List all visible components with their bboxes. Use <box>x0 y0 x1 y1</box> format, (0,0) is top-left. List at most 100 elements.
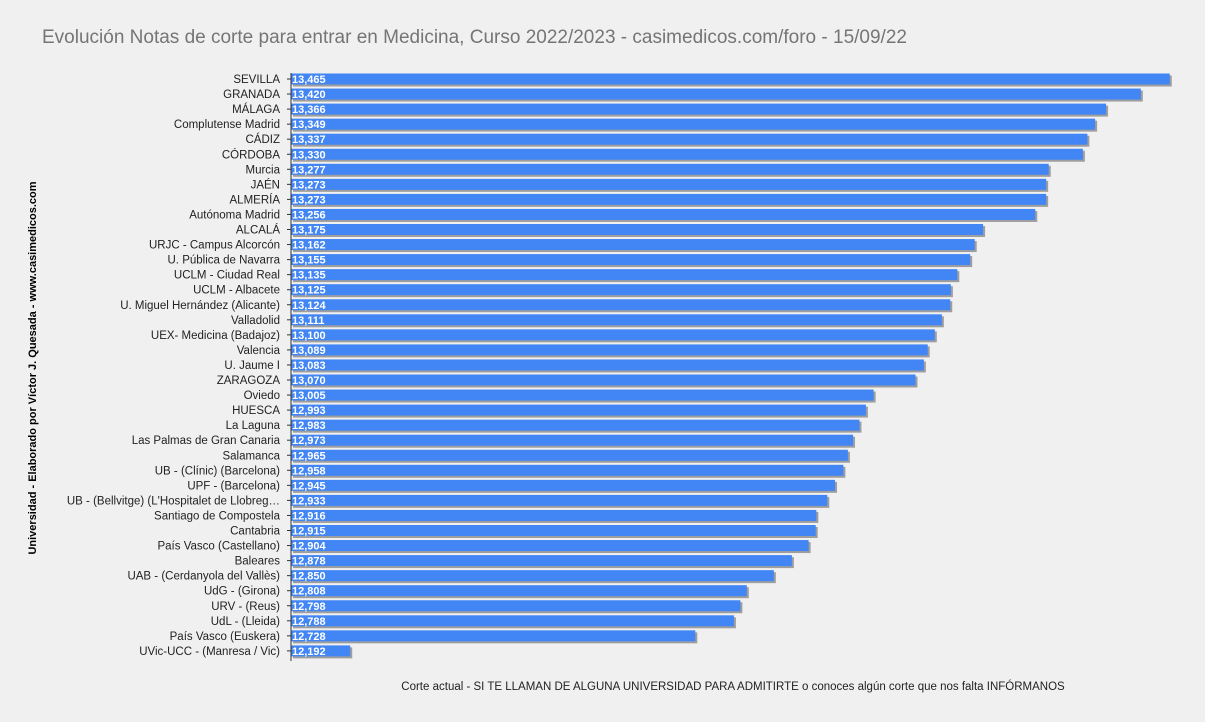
bar[interactable] <box>291 148 1083 160</box>
y-axis-title: Universidad - Elaborado por Víctor J. Qu… <box>27 181 39 554</box>
bar[interactable] <box>291 118 1096 130</box>
category-label: ALCALÁ <box>236 224 280 237</box>
bar[interactable] <box>291 555 792 567</box>
category-label: UEX- Medicina (Badajoz) <box>151 330 280 342</box>
bar[interactable] <box>291 419 860 431</box>
bar[interactable] <box>291 404 866 416</box>
category-label: U. Jaume I <box>224 360 280 372</box>
value-label: 13,256 <box>292 209 326 221</box>
value-label: 13,273 <box>292 194 326 206</box>
category-label: SEVILLA <box>233 74 280 86</box>
bar[interactable] <box>291 479 836 491</box>
bar[interactable] <box>291 630 696 642</box>
value-label: 12,878 <box>292 556 326 568</box>
bar[interactable] <box>291 254 971 266</box>
bar[interactable] <box>291 314 942 326</box>
bar[interactable] <box>291 600 741 612</box>
bar[interactable] <box>291 239 975 251</box>
bar[interactable] <box>291 615 734 627</box>
bar[interactable] <box>291 193 1047 205</box>
category-label: UB - (Clínic) (Barcelona) <box>155 465 280 477</box>
category-label: UAB - (Cerdanyola del Vallès) <box>127 571 280 583</box>
bar[interactable] <box>291 103 1107 115</box>
bar[interactable] <box>291 208 1036 220</box>
value-label: 13,155 <box>292 255 326 267</box>
category-label: La Laguna <box>226 420 281 432</box>
category-label: Murcia <box>245 164 280 176</box>
value-label: 13,420 <box>292 89 326 101</box>
value-label: 13,366 <box>292 104 326 116</box>
value-label: 12,808 <box>292 586 326 598</box>
bar[interactable] <box>291 73 1170 85</box>
bar[interactable] <box>291 570 774 582</box>
bar[interactable] <box>291 329 935 341</box>
category-label: UCLM - Albacete <box>193 285 280 297</box>
value-label: 12,788 <box>292 616 326 628</box>
x-axis-title: Corte actual - SI TE LLAMAN DE ALGUNA UN… <box>401 680 1065 693</box>
value-label: 13,100 <box>292 330 326 342</box>
category-label: Salamanca <box>222 450 280 462</box>
value-label: 12,973 <box>292 435 326 447</box>
category-label: Valencia <box>237 345 281 357</box>
bar[interactable] <box>291 540 809 552</box>
category-label: URV - (Reus) <box>211 601 280 613</box>
value-label: 12,945 <box>292 480 326 492</box>
bar[interactable] <box>291 224 984 235</box>
category-label: CÁDIZ <box>246 133 281 146</box>
category-label: Complutense Madrid <box>174 119 280 131</box>
bar[interactable] <box>291 269 958 281</box>
category-label: País Vasco (Euskera) <box>170 631 281 643</box>
value-label: 12,192 <box>292 646 326 658</box>
category-label: Valladolid <box>231 315 280 327</box>
value-label: 12,983 <box>292 420 326 432</box>
bar[interactable] <box>291 434 854 446</box>
category-label: Oviedo <box>244 390 280 402</box>
value-label: 12,850 <box>292 571 326 583</box>
category-label: URJC - Campus Alcorcón <box>149 240 280 252</box>
bar[interactable] <box>291 344 928 356</box>
value-label: 13,175 <box>292 225 326 237</box>
category-label: UdG - (Girona) <box>204 586 280 598</box>
category-label: Las Palmas de Gran Canaria <box>132 435 281 447</box>
category-label: JAÉN <box>251 178 280 191</box>
bar[interactable] <box>291 525 816 536</box>
bar[interactable] <box>291 494 828 506</box>
category-label: País Vasco (Castellano) <box>157 541 280 553</box>
category-label: ZARAGOZA <box>217 375 281 387</box>
bar[interactable] <box>291 585 747 597</box>
value-label: 12,915 <box>292 526 326 538</box>
bar[interactable] <box>291 178 1047 190</box>
value-label: 12,904 <box>292 541 327 553</box>
value-label: 13,337 <box>292 134 326 146</box>
bar[interactable] <box>291 284 951 296</box>
category-label: GRANADA <box>223 89 280 101</box>
value-label: 12,958 <box>292 465 326 477</box>
value-label: 12,798 <box>292 601 326 613</box>
value-label: 13,330 <box>292 149 326 161</box>
bar[interactable] <box>291 359 924 371</box>
bar[interactable] <box>291 464 844 476</box>
value-label: 13,089 <box>292 345 326 357</box>
bar[interactable] <box>291 374 916 386</box>
category-label: MÁLAGA <box>232 103 280 116</box>
category-label: Santiago de Compostela <box>154 510 281 522</box>
bar[interactable] <box>291 299 951 311</box>
bar[interactable] <box>291 88 1141 100</box>
bar[interactable] <box>291 509 817 521</box>
value-label: 13,083 <box>292 360 326 372</box>
bar[interactable] <box>291 163 1049 175</box>
bar[interactable] <box>291 133 1088 145</box>
bar[interactable] <box>291 389 874 401</box>
bar[interactable] <box>291 645 351 657</box>
category-label: UB - (Bellvitge) (L'Hospitalet de Llobre… <box>67 495 280 507</box>
category-label: UPF - (Barcelona) <box>187 480 280 492</box>
category-label: HUESCA <box>232 405 280 417</box>
value-label: 13,273 <box>292 179 326 191</box>
bar[interactable] <box>291 449 848 461</box>
category-label: UCLM - Ciudad Real <box>174 270 280 282</box>
category-label: UVic-UCC - (Manresa / Vic) <box>139 646 280 658</box>
category-label: UdL - (Lleida) <box>211 616 280 628</box>
category-label: Baleares <box>235 556 281 568</box>
value-label: 12,965 <box>292 450 326 462</box>
